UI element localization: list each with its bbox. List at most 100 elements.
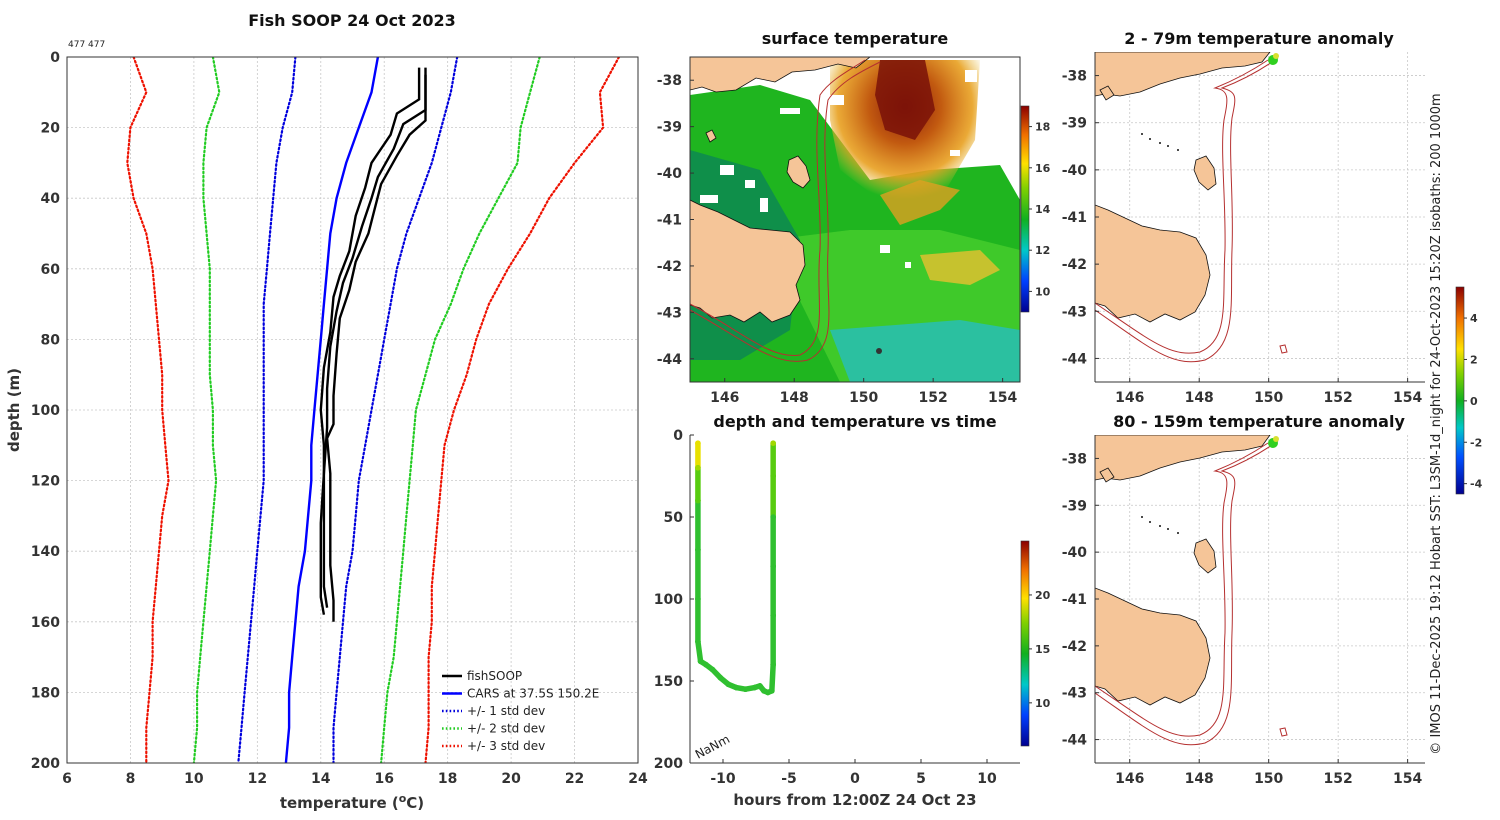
profile-ytick-label: 60 xyxy=(41,262,61,278)
profile-xlabel: temperature (oC) xyxy=(280,792,424,812)
time-data-point xyxy=(770,473,776,479)
time-data-point xyxy=(717,674,724,681)
anomaly2-ytick-label: -42 xyxy=(1062,639,1087,655)
time-data-point xyxy=(770,514,776,520)
profile-ytick-label: 200 xyxy=(31,756,60,772)
sst-seamount-marker xyxy=(876,348,882,354)
time-title: depth and temperature vs time xyxy=(713,412,996,431)
mainland-coast xyxy=(690,57,871,93)
sst-south-water xyxy=(830,320,1020,382)
time-data-point xyxy=(695,547,701,553)
anomaly1-title: 2 - 79m temperature anomaly xyxy=(1124,29,1394,48)
sst-colorbar-tick-label: 12 xyxy=(1035,244,1050,257)
sst-colorbar xyxy=(1020,105,1030,313)
profile-axes-frame xyxy=(66,56,639,764)
profile-xtick-label: 12 xyxy=(248,771,267,787)
anomaly1-xtick-label: 146 xyxy=(1115,390,1144,406)
legend-entry: fishSOOP xyxy=(467,669,522,683)
sst-ytick-label: -41 xyxy=(657,213,682,229)
profile-ytick-label: 140 xyxy=(31,544,60,560)
flinders-island xyxy=(786,155,811,189)
time-ytick-label: 50 xyxy=(664,510,684,526)
sst-eddy-core xyxy=(875,60,935,140)
time-yticks: 0 50 100 150 200 xyxy=(654,428,694,772)
sst-colorbar-ticks: 10 12 14 16 18 xyxy=(1029,121,1051,298)
anomaly2-islets xyxy=(1141,516,1179,534)
time-ytick-label: 200 xyxy=(654,756,683,772)
anomaly1-ytick-label: -38 xyxy=(1062,69,1087,85)
anomaly1-yticks: -38 -39 -40 -41 -42 -43 -44 xyxy=(1062,69,1099,367)
anomaly2-island xyxy=(1099,467,1115,483)
anomaly1-xtick-label: 148 xyxy=(1185,390,1214,406)
profile-xtick-label: 22 xyxy=(565,771,584,787)
sst-warm-filament xyxy=(880,180,960,225)
profile-xtick-label: 8 xyxy=(126,771,136,787)
sst-xtick-label: 150 xyxy=(849,390,878,406)
time-xlabel: hours from 12:00Z 24 Oct 23 xyxy=(733,791,976,809)
profile-xtick-label: 20 xyxy=(501,771,521,787)
anomaly2-ytick-label: -40 xyxy=(1062,545,1088,561)
anomaly1-ytick-label: -41 xyxy=(1062,210,1087,226)
anomaly1-xtick-label: 150 xyxy=(1254,390,1283,406)
profile-ytick-label: 100 xyxy=(31,403,60,419)
anomaly-colorbar-tick-label: 0 xyxy=(1470,395,1478,408)
time-data-point xyxy=(695,497,701,504)
time-data-point xyxy=(709,666,716,673)
time-data-point xyxy=(695,465,701,471)
profile-series-line xyxy=(380,57,541,763)
legend-entry: +/- 1 std dev xyxy=(467,704,545,718)
time-colorbar xyxy=(1020,540,1030,747)
time-data-point xyxy=(703,661,709,668)
profile-series-line xyxy=(237,57,297,763)
profile-ytick-label: 80 xyxy=(41,332,61,348)
profile-series-line xyxy=(424,57,621,763)
anomaly-colorbar-tick-label: -4 xyxy=(1470,478,1483,491)
profile-xtick-label: 24 xyxy=(628,771,648,787)
anomaly2-ytick-label: -44 xyxy=(1062,733,1088,749)
profile-series-line xyxy=(332,57,459,763)
time-data-point xyxy=(725,681,732,688)
anomaly2-xtick-label: 150 xyxy=(1254,771,1283,787)
anomaly1-seamount-contour xyxy=(1279,344,1288,354)
anomaly2-data-marker-warm xyxy=(1273,436,1279,442)
anomaly1-isobath-200m xyxy=(1095,59,1269,354)
profile-subtitle: 477 477 xyxy=(68,40,105,50)
time-track-segment xyxy=(695,638,704,665)
anomaly1-tasmania xyxy=(1095,204,1211,323)
anomaly2-tasmania xyxy=(1095,587,1211,706)
profile-legend: fishSOOP CARS at 37.5S 150.2E +/- 1 std de… xyxy=(442,669,599,753)
profile-ytick-label: 0 xyxy=(50,50,60,66)
tasmania-land xyxy=(690,199,806,323)
anomaly1-xtick-label: 154 xyxy=(1393,390,1422,406)
anomaly1-ytick-label: -40 xyxy=(1062,163,1088,179)
time-ytick-label: 150 xyxy=(654,674,683,690)
anomaly2-seamount-contour xyxy=(1279,727,1288,737)
anomaly2-xtick-label: 146 xyxy=(1115,771,1144,787)
sst-map-panel: surface temperature xyxy=(657,29,1051,406)
anomaly2-xticks: 146 148 150 152 154 xyxy=(1115,759,1422,787)
anomaly1-ytick-label: -43 xyxy=(1062,304,1087,320)
profile-series-line xyxy=(319,67,421,608)
sst-colorbar-tick-label: 14 xyxy=(1035,203,1051,216)
anomaly2-flinders-island xyxy=(1193,538,1217,574)
sst-warm-eddy xyxy=(830,60,980,215)
anomaly2-title: 80 - 159m temperature anomaly xyxy=(1113,412,1405,431)
credit-text: © IMOS 11-Dec-2025 19:12 Hobart SST: L3S… xyxy=(1429,93,1444,754)
anomaly2-ytick-label: -38 xyxy=(1062,451,1087,467)
anomaly1-grid xyxy=(1095,52,1425,382)
sst-ytick-label: -42 xyxy=(657,259,682,275)
anomaly1-ytick-label: -42 xyxy=(1062,257,1087,273)
profile-series-line xyxy=(192,57,221,763)
sst-yticks: -38 -39 -40 -41 -42 -43 -44 xyxy=(657,73,694,368)
time-xticks: -10 -5 0 5 10 xyxy=(710,759,997,787)
profile-series-line xyxy=(319,67,427,615)
sst-xtick-label: 154 xyxy=(988,390,1017,406)
time-data-point xyxy=(695,638,701,645)
time-xtick-label: -10 xyxy=(710,771,736,787)
time-colorbar-tick-label: 10 xyxy=(1035,697,1051,710)
legend-entry: CARS at 37.5S 150.2E xyxy=(467,687,599,701)
profile-ytick-label: 120 xyxy=(31,474,60,490)
anomaly2-xtick-label: 148 xyxy=(1185,771,1214,787)
anomaly-map-2-panel: 80 - 159m temperature anomaly 146 148 150 1… xyxy=(1062,412,1425,787)
anomaly2-isobath-1000m xyxy=(1095,440,1279,746)
